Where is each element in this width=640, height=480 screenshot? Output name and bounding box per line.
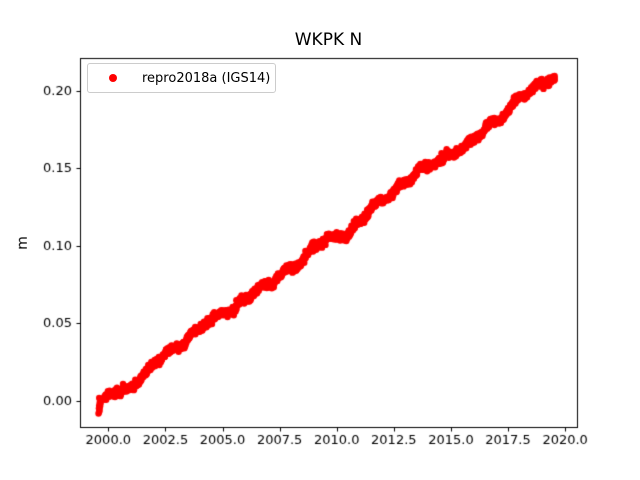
legend-marker-dot-icon: [109, 74, 117, 82]
legend: repro2018a (IGS14): [87, 63, 276, 93]
legend-label: repro2018a (IGS14): [142, 70, 271, 86]
chart-title: WKPK N: [294, 30, 363, 50]
y-axis-label: m: [14, 236, 31, 250]
